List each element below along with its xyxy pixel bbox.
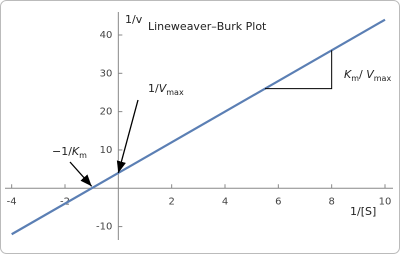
x-tick-label: -4 <box>7 196 17 207</box>
annotation-part: −1/ <box>52 145 72 158</box>
x-tick-label: 8 <box>328 196 334 207</box>
y-tick-label: 20 <box>100 107 113 118</box>
y-axis-label: 1/v <box>125 13 143 26</box>
annotation-part: m <box>351 74 359 83</box>
y-tick-label: 10 <box>100 145 113 156</box>
annotation: Km/ Vmax <box>344 68 391 83</box>
annotation-part: m <box>79 151 87 160</box>
arrow <box>69 161 93 187</box>
slope-triangle <box>265 50 333 90</box>
annotation-part: max <box>166 88 184 97</box>
x-tick-label: 2 <box>168 196 174 207</box>
annotation-part: K <box>344 68 352 81</box>
x-tick-label: 6 <box>275 196 281 207</box>
annotation-part: max <box>374 74 392 83</box>
arrow <box>116 99 139 174</box>
chart-title: Lineweaver–Burk Plot <box>148 20 267 33</box>
x-tick-label: -2 <box>60 196 70 207</box>
data-line <box>11 18 386 236</box>
annotation-part: / <box>359 68 366 81</box>
x-axis-label: 1/[S] <box>350 205 376 218</box>
x-tick-label: 10 <box>379 196 392 207</box>
y-tick-label: -10 <box>96 222 112 233</box>
annotation-part: 1/ <box>148 82 159 95</box>
annotation-part: V <box>159 82 168 95</box>
x-tick-label: 4 <box>222 196 228 207</box>
annotation: 1/Vmax <box>148 82 184 97</box>
annotation-part: V <box>366 68 375 81</box>
annotation-part: K <box>72 145 80 158</box>
annotation: −1/Km <box>52 145 87 160</box>
y-tick-label: 30 <box>100 68 113 79</box>
y-tick-label: 40 <box>100 30 113 41</box>
